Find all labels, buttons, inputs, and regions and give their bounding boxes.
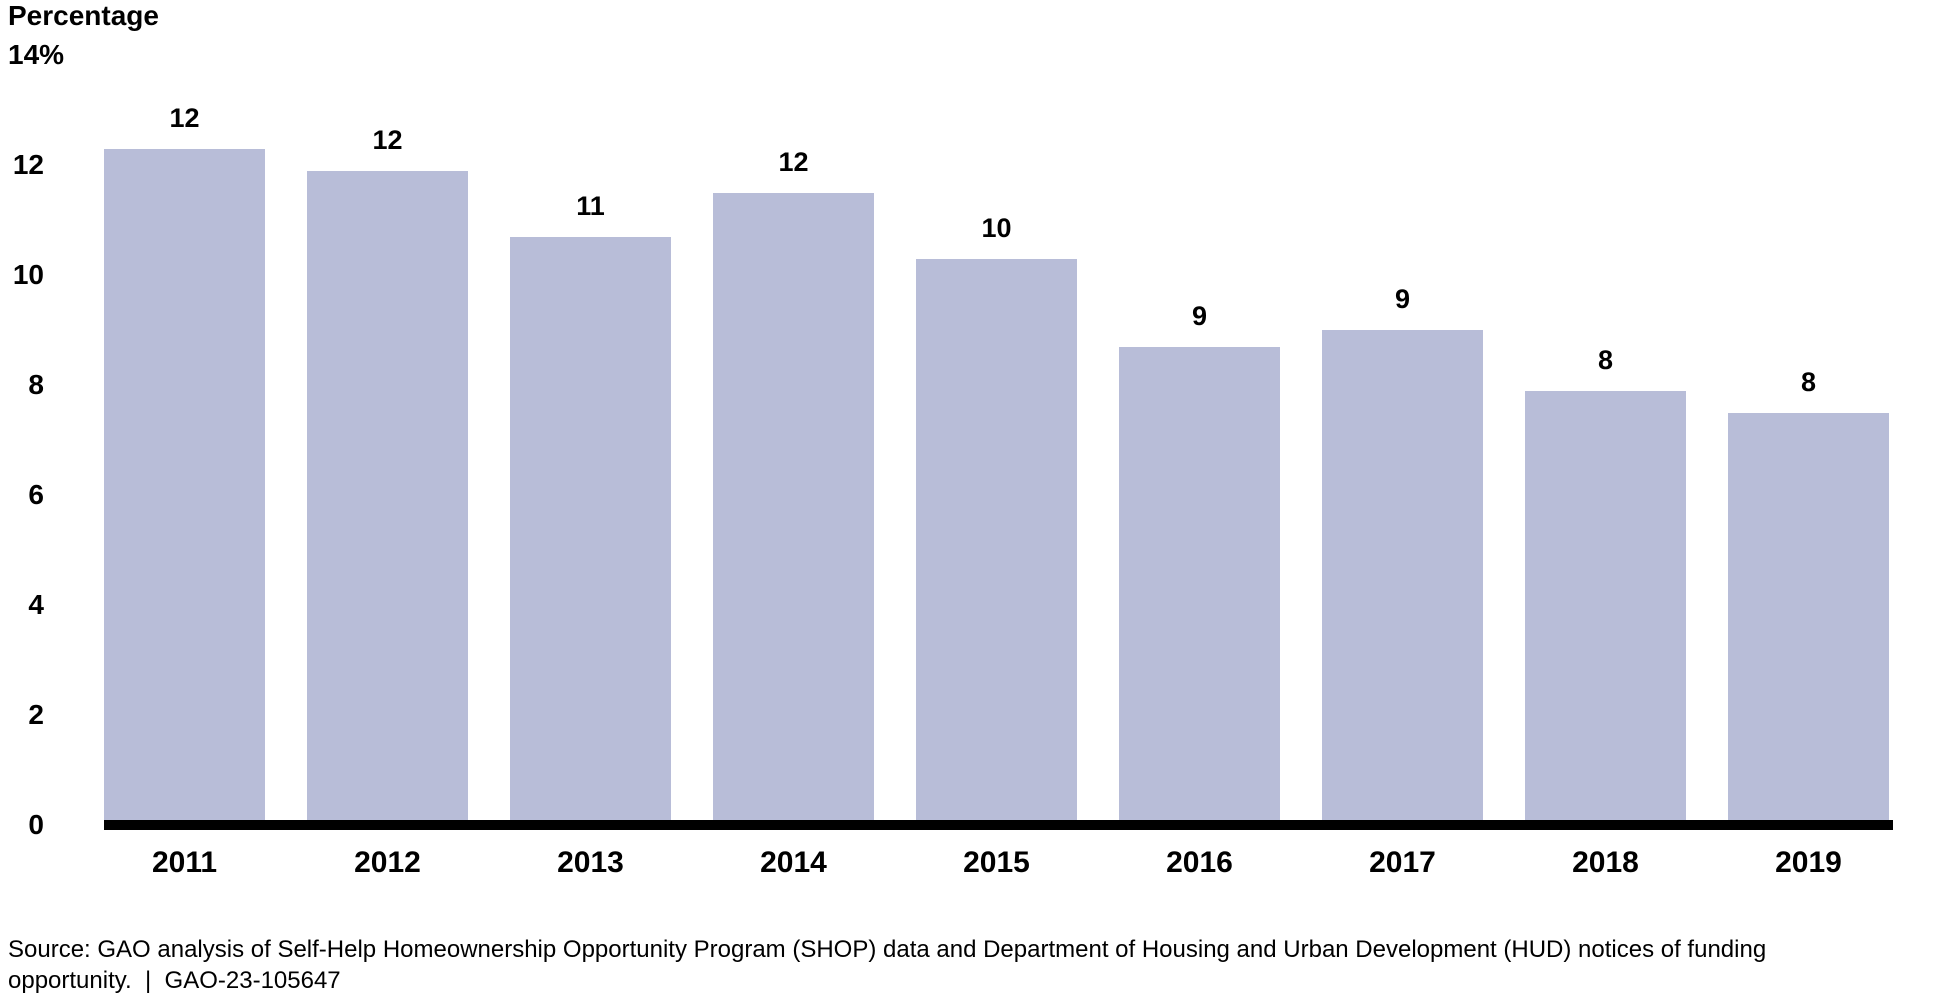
chart-title: Percentage — [8, 0, 159, 31]
x-axis-label-2018: 2018 — [1572, 846, 1639, 879]
bar-2012 — [307, 170, 468, 825]
x-axis-label-2011: 2011 — [151, 846, 218, 879]
y-axis-tick-label-2: 2 — [28, 699, 44, 730]
bar-value-label-2012: 12 — [372, 124, 403, 155]
y-axis-tick-label-0: 0 — [28, 809, 44, 840]
bar-value-label-2013: 11 — [576, 190, 605, 221]
y-axis-tick-label-14pct: 14% — [8, 39, 65, 70]
bar-2016 — [1119, 346, 1280, 825]
bar-2015 — [916, 258, 1077, 825]
y-axis-tick-label-6: 6 — [28, 479, 44, 510]
x-axis-label-2016: 2016 — [1166, 846, 1233, 879]
y-axis-tick-label-4: 4 — [28, 589, 44, 620]
source-note: Source: GAO analysis of Self-Help Homeow… — [8, 934, 1766, 996]
x-axis-label-2017: 2017 — [1369, 846, 1436, 879]
source-note-line1: Source: GAO analysis of Self-Help Homeow… — [8, 936, 1767, 963]
x-axis-label-2014: 2014 — [760, 846, 827, 879]
x-axis-label-2012: 2012 — [354, 846, 421, 879]
bar-2014 — [713, 192, 874, 825]
bar-value-label-2019: 8 — [1800, 366, 1817, 397]
x-axis-label-2019: 2019 — [1775, 846, 1842, 879]
bar-value-label-2016: 9 — [1191, 300, 1208, 331]
x-axis-line — [104, 820, 1893, 830]
bar-value-label-2014: 12 — [778, 146, 809, 177]
bar-2019 — [1728, 412, 1889, 825]
x-axis-label-2015: 2015 — [963, 846, 1030, 879]
bar-value-label-2011: 12 — [169, 102, 200, 133]
bar-value-label-2017: 9 — [1394, 284, 1411, 314]
bar-2011 — [104, 148, 265, 825]
bar-value-label-2018: 8 — [1597, 344, 1614, 375]
bar-2018 — [1525, 390, 1686, 825]
source-note-line2: opportunity. | GAO-23-105647 — [8, 967, 341, 994]
bar-value-label-2015: 10 — [981, 212, 1012, 243]
y-axis-tick-label-10: 10 — [12, 259, 44, 290]
bar-2013 — [510, 236, 671, 825]
y-axis-tick-label-12: 12 — [12, 149, 44, 180]
bar-2017 — [1322, 330, 1483, 825]
y-axis-tick-label-8: 8 — [28, 369, 44, 400]
x-axis-label-2013: 2013 — [557, 846, 624, 879]
